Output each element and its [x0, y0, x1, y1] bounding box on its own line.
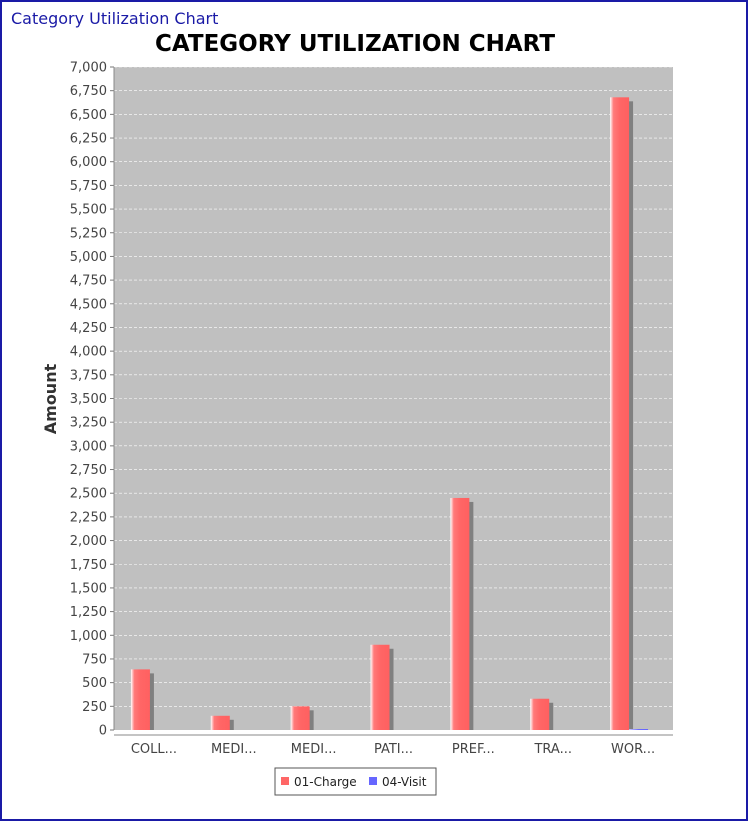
- bar-01-charge: [450, 497, 470, 730]
- y-tick-label: 1,750: [70, 558, 107, 573]
- y-tick-label: 4,500: [70, 297, 107, 312]
- y-tick-label: 4,000: [70, 345, 107, 360]
- legend-label: 04-Visit: [382, 775, 427, 789]
- y-tick-label: 3,250: [70, 416, 107, 431]
- y-tick-label: 5,250: [70, 226, 107, 241]
- window-title: Category Utilization Chart: [11, 9, 219, 28]
- y-tick-label: 2,000: [70, 534, 107, 549]
- y-tick-label: 4,250: [70, 321, 107, 336]
- y-tick-label: 7,000: [70, 61, 107, 76]
- y-tick-label: 5,000: [70, 250, 107, 265]
- y-tick-label: 2,250: [70, 510, 107, 525]
- bar-04-visit: [629, 729, 649, 730]
- y-tick-label: 1,000: [70, 629, 107, 644]
- y-tick-label: 3,750: [70, 368, 107, 383]
- x-tick-label: MEDI...: [291, 742, 337, 757]
- y-tick-label: 1,250: [70, 605, 107, 620]
- bar-01-charge: [210, 715, 230, 730]
- y-tick-label: 5,750: [70, 179, 107, 194]
- y-tick-label: 500: [82, 676, 107, 691]
- bar-01-charge: [530, 698, 550, 730]
- y-tick-label: 6,750: [70, 84, 107, 99]
- bar-01-charge: [130, 669, 150, 730]
- legend-swatch: [281, 777, 289, 785]
- y-tick-label: 6,500: [70, 108, 107, 123]
- y-tick-label: 5,500: [70, 203, 107, 218]
- legend-box: [274, 767, 437, 796]
- y-tick-label: 3,000: [70, 439, 107, 454]
- y-tick-label: 250: [82, 700, 107, 715]
- y-axis-label: Amount: [41, 363, 60, 434]
- y-tick-label: 1,500: [70, 581, 107, 596]
- chart-title: CATEGORY UTILIZATION CHART: [155, 31, 555, 57]
- y-tick-label: 4,750: [70, 274, 107, 289]
- legend-label: 01-Charge: [294, 775, 357, 789]
- y-tick-label: 0: [99, 724, 107, 739]
- bar-01-charge: [370, 644, 390, 730]
- legend-swatch: [369, 777, 377, 785]
- bar-01-charge: [290, 706, 310, 730]
- x-tick-label: TRA...: [533, 742, 572, 757]
- x-tick-label: PATI...: [374, 742, 413, 757]
- x-tick-label: COLL...: [131, 742, 177, 757]
- y-tick-label: 6,000: [70, 155, 107, 170]
- y-tick-label: 3,500: [70, 392, 107, 407]
- x-tick-label: PREF...: [452, 742, 495, 757]
- y-tick-label: 750: [82, 652, 107, 667]
- y-tick-label: 6,250: [70, 132, 107, 147]
- bar-01-charge: [610, 97, 630, 730]
- x-tick-label: MEDI...: [211, 742, 257, 757]
- y-tick-label: 2,500: [70, 487, 107, 502]
- x-tick-label: WOR...: [611, 742, 655, 757]
- y-tick-label: 2,750: [70, 463, 107, 478]
